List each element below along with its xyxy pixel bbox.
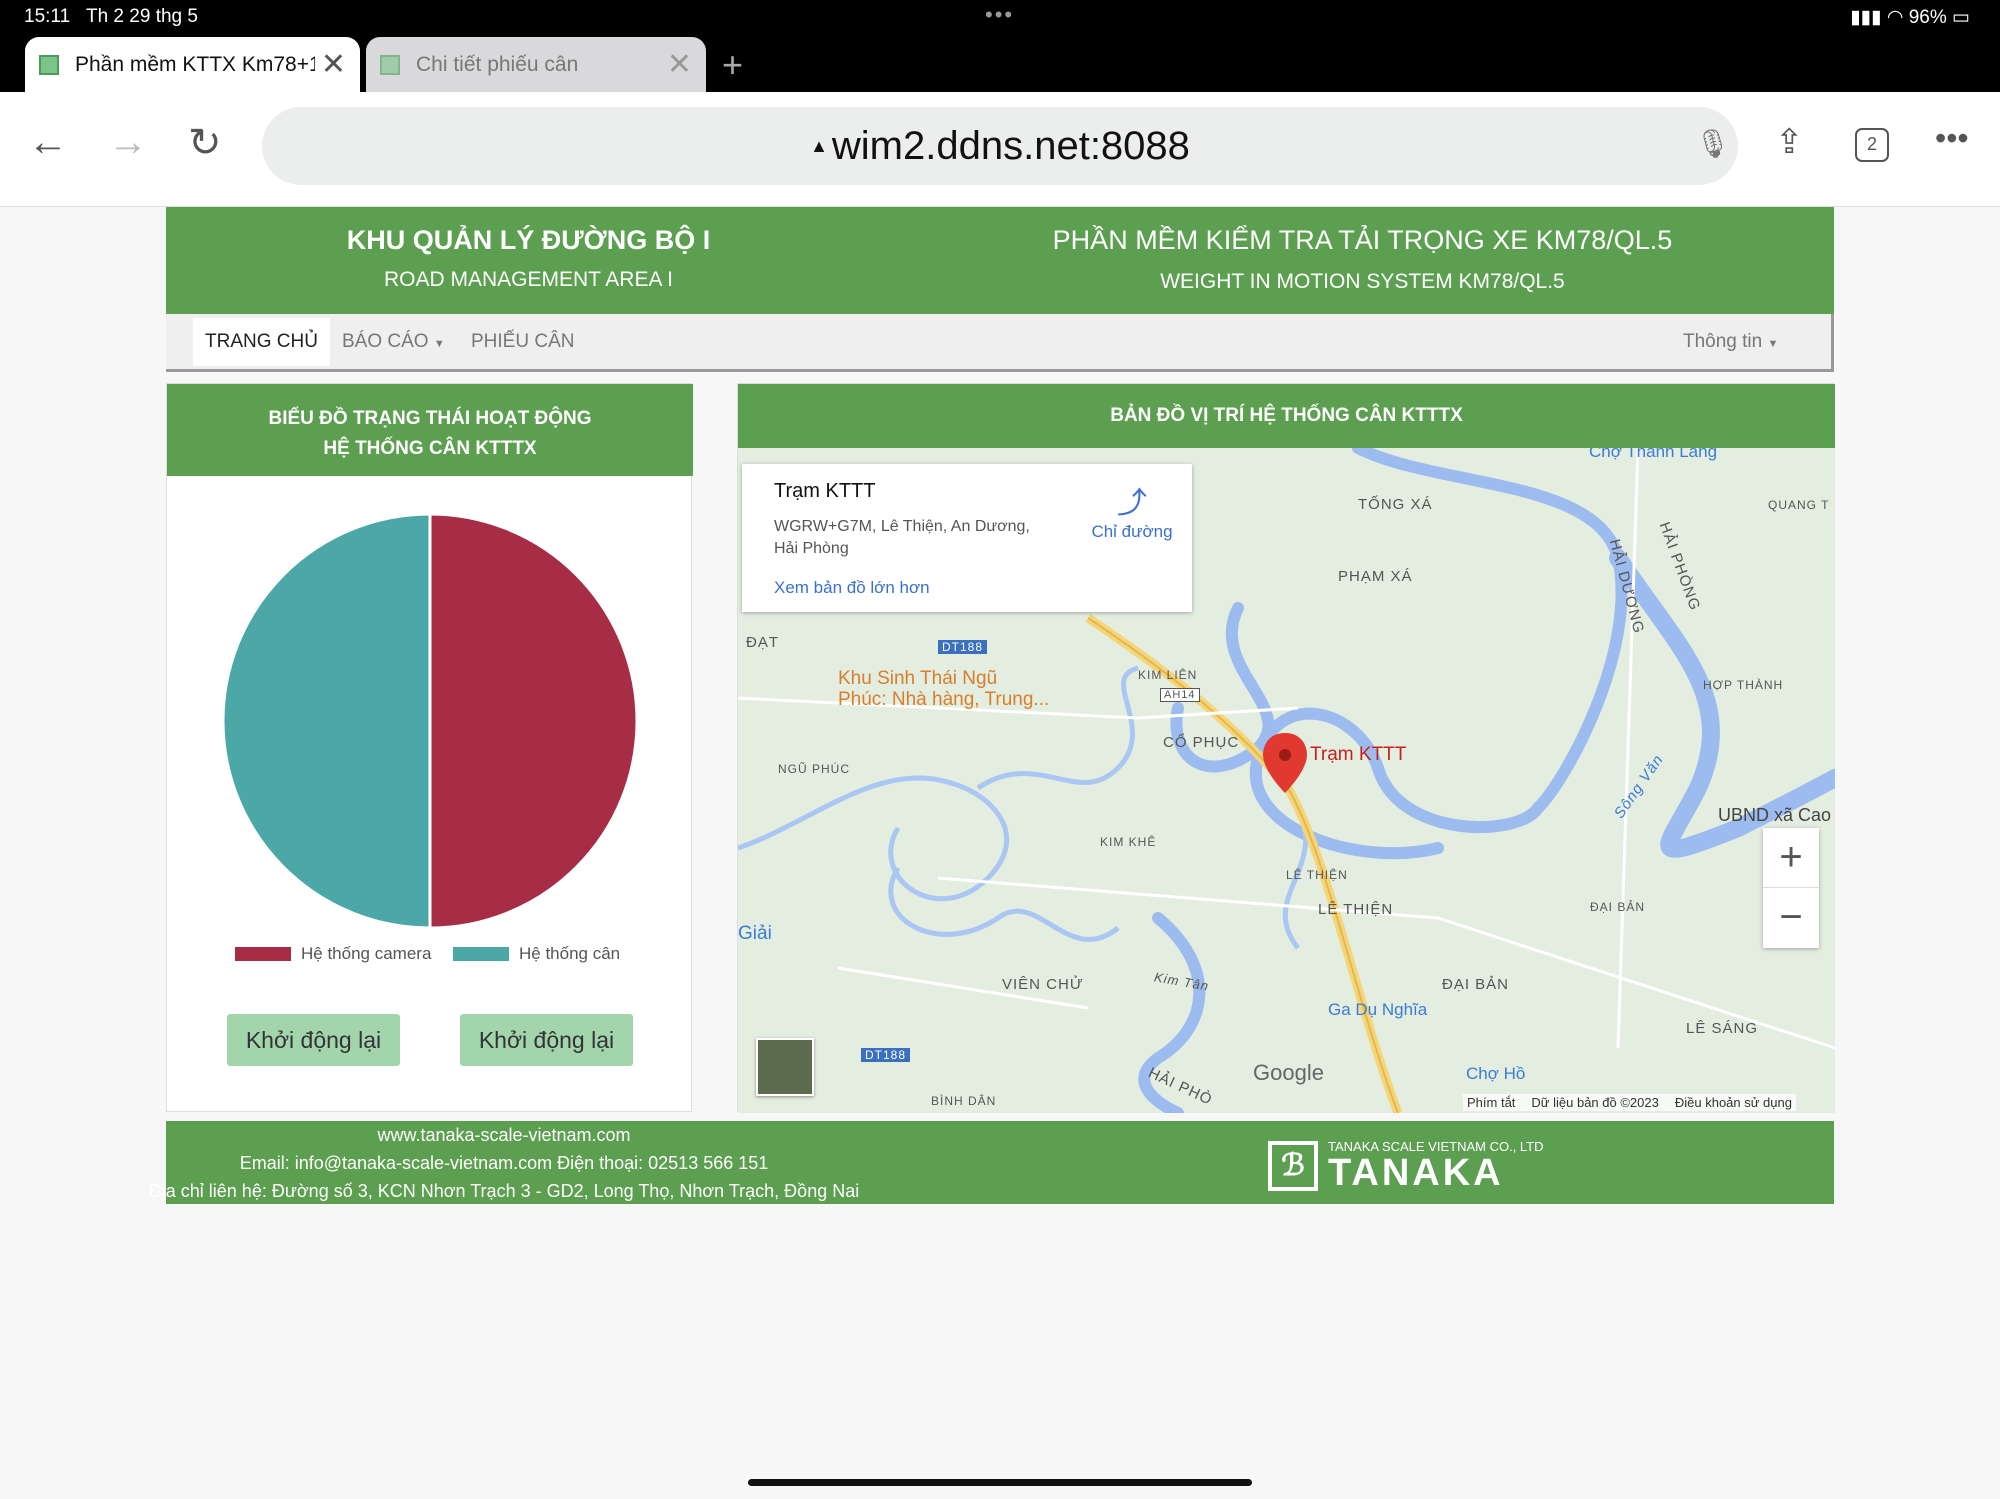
- google-map[interactable]: Trạm KTTT TỐNG XÁ PHẠM XÁ HẢI DƯƠNG HẢI …: [738, 448, 1835, 1113]
- directions-button[interactable]: ⤴ Chỉ đường: [1087, 478, 1177, 542]
- app-title: PHẦN MỀM KIỂM TRA TẢI TRỌNG XE KM78/QL.5: [1052, 225, 1673, 255]
- footer-contact: Email: info@tanaka-scale-vietnam.com Điệ…: [239, 1153, 769, 1173]
- map-label: TỐNG XÁ: [1358, 496, 1433, 513]
- url-field[interactable]: ▲ wim2.ddns.net:8088: [262, 107, 1738, 185]
- tab-inactive[interactable]: Chi tiết phiếu cân ✕: [366, 37, 706, 92]
- multitask-dots-icon[interactable]: •••: [985, 2, 1015, 27]
- map-label: BÌNH DÂN: [931, 1094, 997, 1108]
- map-label: HỢP THÀNH: [1703, 678, 1784, 692]
- home-indicator[interactable]: [748, 1479, 1252, 1486]
- map-label: ĐẠI BẢN: [1590, 900, 1646, 914]
- satellite-toggle[interactable]: [756, 1038, 814, 1096]
- org-title: KHU QUẢN LÝ ĐƯỜNG BỘ I: [346, 225, 711, 255]
- road-badge: DT188: [861, 1048, 911, 1062]
- map-label: LÊ THIỆN: [1318, 901, 1394, 918]
- legend-item-camera[interactable]: Hệ thống camera: [235, 944, 431, 964]
- marker-label[interactable]: Trạm KTTT: [1310, 744, 1407, 765]
- pie-slice-1[interactable]: [221, 512, 432, 930]
- place-address: WGRW+G7M, Lê Thiện, An Dương, Hải Phòng: [774, 518, 1030, 557]
- map-label: KIM LIÊN: [1138, 668, 1198, 682]
- legend-item-scale[interactable]: Hệ thống cân: [453, 944, 620, 964]
- page-header: KHU QUẢN LÝ ĐƯỜNG BỘ I ROAD MANAGEMENT AR…: [166, 207, 1834, 314]
- road-badge: DT188: [938, 640, 988, 654]
- zoom-in-button[interactable]: +: [1763, 828, 1819, 888]
- tanaka-logo-icon: ℬ: [1268, 1140, 1318, 1191]
- place-name: Trạm KTTT: [774, 480, 876, 502]
- reload-icon[interactable]: ↻: [188, 121, 222, 165]
- status-indicators: ▮▮▮ ◠ 96% ▭: [1850, 7, 1970, 28]
- forward-icon[interactable]: →: [108, 120, 148, 164]
- map-label: QUANG T: [1768, 498, 1830, 512]
- map-label[interactable]: Ga Dụ Nghĩa: [1328, 1000, 1428, 1019]
- favicon-icon: [39, 54, 59, 75]
- map-label: CỔ PHỤC: [1163, 734, 1240, 751]
- panel-title: BẢN ĐỒ VỊ TRÍ HỆ THỐNG CÂN KTTTX: [738, 384, 1835, 448]
- legend-swatch: [235, 947, 291, 961]
- pie-slice-0[interactable]: [428, 512, 639, 930]
- map-label: Chợ Hồ: [1466, 1064, 1526, 1083]
- footer-address: Địa chỉ liên hệ: Đường số 3, KCN Nhơn Tr…: [148, 1181, 860, 1201]
- close-tab-icon[interactable]: ✕: [320, 48, 346, 81]
- map-label: KIM KHÊ: [1100, 835, 1157, 849]
- microphone-icon[interactable]: 🎙︎: [1695, 128, 1731, 159]
- map-label: VIÊN CHỬ: [1002, 976, 1084, 993]
- status-pie-chart: [221, 512, 639, 930]
- new-tab-icon[interactable]: +: [722, 44, 744, 85]
- nav-bao-cao[interactable]: BÁO CÁO ▼: [342, 331, 445, 352]
- back-icon[interactable]: ←: [28, 120, 68, 164]
- map-label: ĐẠI BẢN: [1442, 976, 1510, 993]
- map-label: ĐẠT: [746, 634, 779, 651]
- larger-map-link[interactable]: Xem bản đồ lớn hơn: [774, 578, 930, 597]
- road-badge: AH14: [1160, 688, 1200, 702]
- map-info-card: Trạm KTTT WGRW+G7M, Lê Thiện, An Dương, H…: [742, 464, 1192, 612]
- map-label[interactable]: Chợ Thanh Lang: [1589, 448, 1718, 461]
- restart-scale-button[interactable]: Khởi động lại: [460, 1014, 633, 1066]
- map-label: NGŨ PHÚC: [778, 762, 851, 776]
- map-marker-icon: [1263, 733, 1307, 793]
- map-label: PHẠM XÁ: [1338, 568, 1413, 585]
- map-label: LÊ THIỆN: [1286, 868, 1348, 882]
- map-label: Giải: [738, 923, 772, 944]
- browser-top-bar: 15:11 Th 2 29 thg 5 ••• ▮▮▮ ◠ 96% ▭ Phần…: [0, 0, 2000, 92]
- org-subtitle: ROAD MANAGEMENT AREA I: [383, 268, 673, 291]
- map-poi-label[interactable]: Khu Sinh Thái Ngũ: [838, 668, 998, 689]
- map-panel: BẢN ĐỒ VỊ TRÍ HỆ THỐNG CÂN KTTTX Trạm KT…: [737, 383, 1835, 1113]
- map-zoom-control: + −: [1763, 828, 1819, 948]
- favicon-icon: [380, 54, 400, 75]
- status-time: 15:11 Th 2 29 thg 5: [24, 6, 198, 27]
- more-icon[interactable]: •••: [1935, 120, 1969, 156]
- close-tab-icon[interactable]: ✕: [666, 48, 692, 81]
- tanaka-logo: ℬ TANAKA SCALE VIETNAM CO., LTD TANAKA: [1268, 1139, 1544, 1192]
- map-label: UBND xã Cao: [1718, 805, 1832, 825]
- google-logo: Google: [1253, 1060, 1324, 1085]
- map-poi-label[interactable]: Phúc: Nhà hàng, Trung...: [838, 689, 1050, 710]
- nav-thong-tin[interactable]: Thông tin ▼: [1683, 331, 1779, 352]
- tab-active[interactable]: Phần mềm KTTX Km78+1 ✕: [25, 37, 360, 92]
- directions-icon: ⤴: [1117, 487, 1147, 520]
- map-attribution: Phím tắt Dữ liệu bản đồ ©2023 Điều khoản s…: [1463, 1094, 1796, 1111]
- app-subtitle: WEIGHT IN MOTION SYSTEM KM78/QL.5: [1160, 270, 1565, 293]
- share-icon[interactable]: ⇪: [1775, 123, 1804, 161]
- nav-phieu-can[interactable]: PHIẾU CÂN: [471, 331, 575, 352]
- restart-camera-button[interactable]: Khởi động lại: [227, 1014, 400, 1066]
- map-label: LÊ SÁNG: [1686, 1020, 1759, 1037]
- panel-title: BIỂU ĐỒ TRẠNG THÁI HOẠT ĐỘNG HỆ THỐNG CÂN…: [167, 384, 693, 476]
- nav-trang-chu[interactable]: TRANG CHỦ: [193, 318, 330, 366]
- legend-swatch: [453, 947, 509, 961]
- tab-count-button[interactable]: 2: [1855, 128, 1889, 162]
- status-chart-panel: BIỂU ĐỒ TRẠNG THÁI HOẠT ĐỘNG HỆ THỐNG CÂN…: [166, 383, 693, 1112]
- zoom-out-button[interactable]: −: [1779, 895, 1803, 939]
- page-footer: www.tanaka-scale-vietnam.com Email: info…: [149, 1121, 1834, 1204]
- main-nav: TRANG CHỦ BÁO CÁO ▼ PHIẾU CÂN Thông tin …: [166, 314, 1834, 372]
- footer-website[interactable]: www.tanaka-scale-vietnam.com: [377, 1125, 631, 1145]
